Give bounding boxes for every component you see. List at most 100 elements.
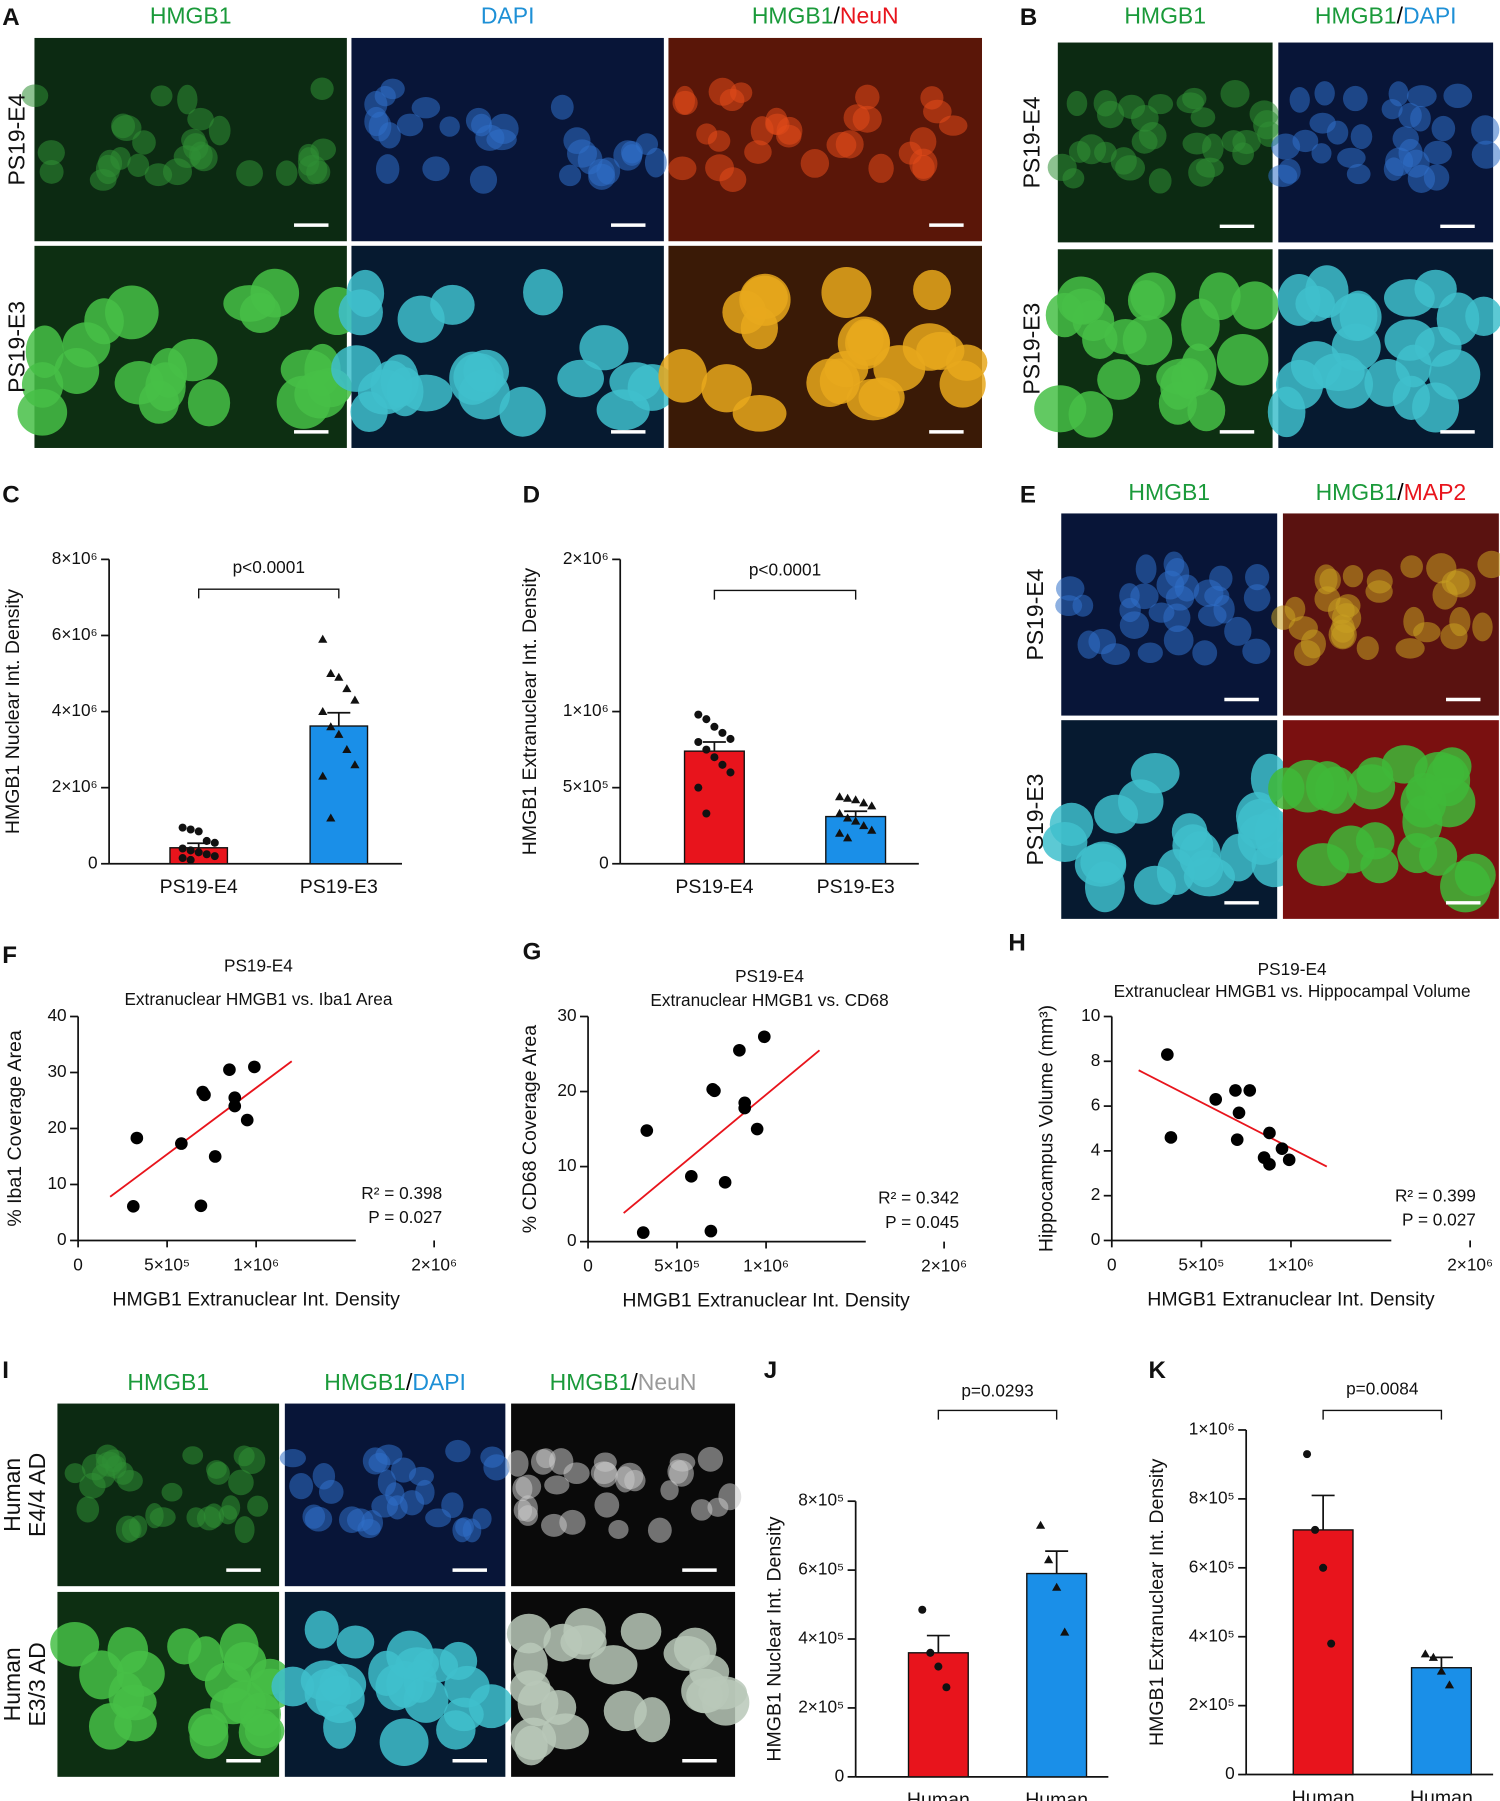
cell bbox=[1305, 265, 1349, 319]
data-point bbox=[859, 821, 869, 830]
cell bbox=[1242, 638, 1271, 664]
cell bbox=[579, 325, 629, 371]
panel-letter: K bbox=[1149, 1357, 1167, 1384]
row-label: Human bbox=[0, 1647, 25, 1721]
cell bbox=[173, 145, 201, 168]
cell bbox=[1245, 564, 1270, 591]
cell bbox=[150, 85, 173, 107]
cell bbox=[620, 1612, 662, 1650]
data-point bbox=[1436, 1666, 1447, 1675]
data-point bbox=[194, 848, 203, 857]
column-label-part: DAPI bbox=[412, 1369, 466, 1395]
x-tick-label: PS19-E4 bbox=[675, 876, 753, 898]
cell bbox=[550, 94, 574, 120]
cell bbox=[204, 1662, 252, 1704]
cell bbox=[1209, 565, 1233, 592]
cell bbox=[765, 113, 790, 136]
cell bbox=[39, 160, 64, 184]
panel-letter: B bbox=[1020, 4, 1037, 31]
y-tick-label: 8 bbox=[1091, 1050, 1101, 1070]
column-label-part: NeuN bbox=[840, 2, 899, 28]
cell bbox=[1148, 94, 1174, 115]
cell bbox=[1055, 576, 1085, 601]
cell bbox=[1432, 580, 1458, 610]
y-tick-label: 0 bbox=[1225, 1763, 1235, 1783]
statistic: P = 0.027 bbox=[1402, 1209, 1476, 1229]
cell bbox=[1366, 569, 1393, 594]
column-label-part: HMGB1 bbox=[1124, 2, 1206, 28]
cell bbox=[1148, 602, 1175, 623]
cell bbox=[472, 1508, 492, 1530]
panel-letter: F bbox=[2, 942, 17, 969]
cell bbox=[1355, 822, 1395, 860]
cell bbox=[1182, 132, 1212, 155]
panel-letter: E bbox=[1020, 482, 1036, 509]
error-bar bbox=[844, 810, 868, 817]
cell bbox=[1156, 849, 1195, 895]
y-tick-label: 0 bbox=[835, 1765, 845, 1785]
cell bbox=[422, 156, 450, 182]
chart-title: PS19-E4 bbox=[1258, 959, 1327, 979]
cell bbox=[589, 1645, 638, 1685]
data-point bbox=[228, 1091, 242, 1105]
error-bar bbox=[1311, 1494, 1335, 1530]
cell bbox=[1231, 281, 1279, 330]
cell bbox=[1213, 595, 1235, 624]
cell bbox=[149, 348, 188, 398]
cell bbox=[1072, 594, 1094, 617]
cell bbox=[740, 306, 778, 350]
data-point bbox=[175, 1137, 188, 1150]
column-label-part: / bbox=[406, 1369, 413, 1395]
cell bbox=[95, 1444, 120, 1469]
cell bbox=[396, 113, 424, 137]
row-label: PS19-E4 bbox=[3, 93, 29, 185]
cell bbox=[182, 1446, 204, 1465]
data-point bbox=[240, 1113, 254, 1127]
data-point bbox=[1428, 1652, 1438, 1661]
cell bbox=[697, 1446, 724, 1472]
cell bbox=[1047, 153, 1077, 181]
cell bbox=[364, 106, 389, 137]
cell bbox=[208, 115, 231, 146]
cell bbox=[1436, 292, 1480, 346]
cell bbox=[1335, 594, 1361, 618]
data-point bbox=[342, 684, 352, 693]
column-label-part: HMGB1 bbox=[1128, 479, 1210, 505]
cell bbox=[368, 1452, 391, 1473]
cell bbox=[1356, 636, 1379, 661]
bar bbox=[683, 750, 745, 865]
column-label-part: MAP2 bbox=[1404, 479, 1467, 505]
cell bbox=[1314, 564, 1338, 595]
x-tick-label: 2×10⁶ bbox=[921, 1255, 967, 1275]
cell bbox=[145, 1502, 164, 1529]
cell bbox=[1477, 550, 1500, 579]
data-point bbox=[750, 1122, 764, 1136]
column-label: HMGB1 bbox=[150, 2, 232, 28]
data-point bbox=[342, 745, 352, 754]
data-point bbox=[1243, 1084, 1257, 1097]
y-tick-label: 4×10⁵ bbox=[798, 1628, 844, 1648]
data-point bbox=[1209, 1093, 1223, 1106]
cell bbox=[430, 284, 475, 325]
x-tick-label: 5×10⁵ bbox=[1178, 1254, 1224, 1274]
cell bbox=[1395, 344, 1432, 388]
cell bbox=[1418, 836, 1458, 876]
y-axis-label: % CD68 Coverage Area bbox=[519, 1025, 541, 1233]
data-point bbox=[718, 760, 727, 769]
cell bbox=[1156, 358, 1209, 395]
cell bbox=[530, 1449, 555, 1475]
data-point bbox=[843, 793, 853, 802]
cell bbox=[469, 165, 498, 194]
data-point bbox=[934, 1662, 943, 1671]
cell bbox=[1406, 85, 1437, 108]
statistic: P = 0.027 bbox=[368, 1207, 442, 1227]
y-tick-label: 2×10⁵ bbox=[798, 1696, 844, 1716]
cell bbox=[186, 1507, 206, 1528]
error-bar bbox=[1045, 1550, 1069, 1574]
y-tick-label: 6×10⁵ bbox=[1189, 1556, 1235, 1576]
column-label-part: DAPI bbox=[1403, 2, 1457, 28]
p-value: p=0.0084 bbox=[1346, 1378, 1419, 1398]
regression-line bbox=[1138, 1069, 1328, 1168]
x-tick-label: Human bbox=[1410, 1787, 1473, 1801]
